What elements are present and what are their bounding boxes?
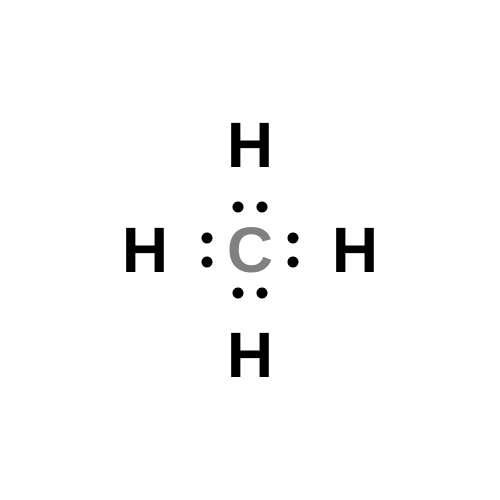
lewis-structure-diagram: CHHHH [0, 0, 500, 500]
atom-left-hydrogen: H [122, 218, 168, 282]
atom-bottom-hydrogen: H [227, 323, 273, 387]
electron-dot [233, 288, 244, 299]
atom-top-hydrogen: H [227, 113, 273, 177]
electron-dot [257, 202, 268, 213]
electron-dot [288, 257, 299, 268]
electron-dot [202, 257, 213, 268]
atom-center-carbon: C [227, 218, 273, 282]
electron-dot [288, 233, 299, 244]
electron-dot [202, 233, 213, 244]
electron-dot [233, 202, 244, 213]
atom-right-hydrogen: H [332, 218, 378, 282]
electron-dot [257, 288, 268, 299]
